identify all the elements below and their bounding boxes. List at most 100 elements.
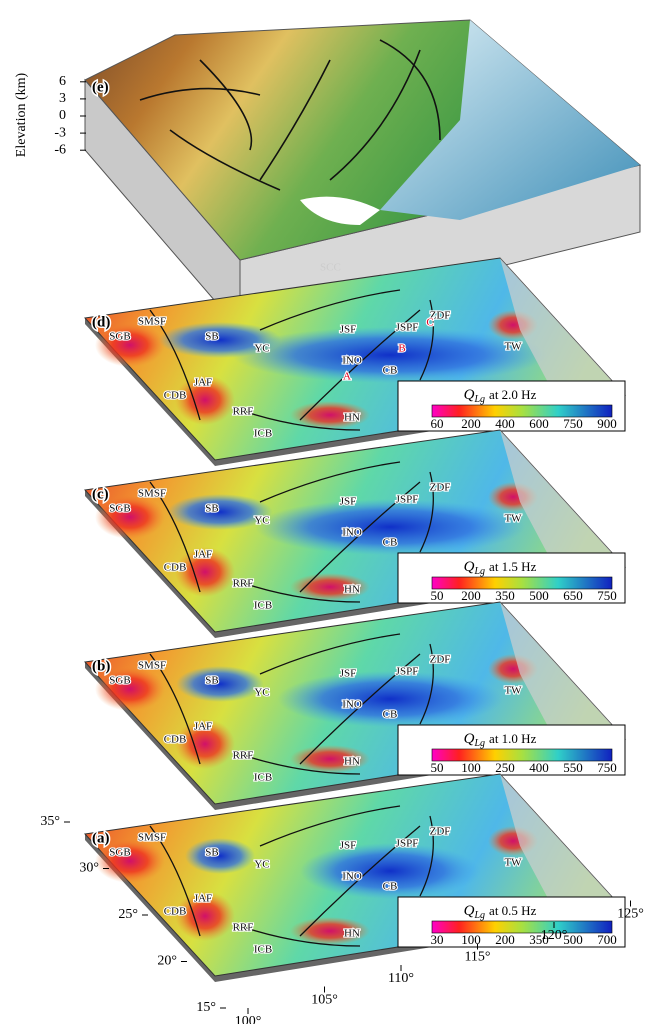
region-label: YC	[254, 687, 269, 699]
colorbar-tick-label: 350	[495, 588, 515, 603]
anomaly	[290, 401, 370, 429]
region-label: CB	[383, 709, 398, 721]
anomaly	[95, 839, 165, 883]
colorbar-tick-label: 400	[495, 416, 515, 431]
region-label: RRF	[233, 922, 254, 934]
colorbar-title: QLg at 1.5 Hz	[464, 559, 537, 577]
region-label: YC	[254, 343, 269, 355]
region-label: INO	[342, 355, 362, 367]
region-label: HN	[344, 756, 360, 768]
q-panel: (b)SGB SMSF SB YC JSF JSPF ZDF INO CB TW CDB JAF RRF…	[83, 601, 626, 810]
region-label: ZDF	[430, 654, 451, 666]
region-label: SMSF	[138, 488, 166, 500]
region-label: CB	[383, 881, 398, 893]
region-label: SB	[205, 503, 218, 515]
lon-tick-label: 125°	[617, 907, 644, 922]
sea	[380, 20, 640, 220]
region-label: CB	[383, 365, 398, 377]
region-label: SGB	[109, 503, 130, 515]
region-label: JSPF	[396, 322, 419, 334]
region-label: ZDF	[430, 826, 451, 838]
region-label: RRF	[233, 406, 254, 418]
region-label: HN	[344, 412, 360, 424]
region-label: INO	[342, 527, 362, 539]
region-label: SMSF	[138, 832, 166, 844]
colorbar-tick-label: 500	[563, 932, 583, 947]
region-label: ICB	[254, 600, 272, 612]
region-label: JSPF	[396, 494, 419, 506]
anomaly	[158, 322, 282, 358]
anomaly	[290, 745, 370, 773]
colorbar-tick-label: 750	[597, 588, 617, 603]
tick-label: 0	[59, 108, 66, 123]
region-label: CDB	[164, 390, 187, 402]
colorbar-tick-label: 60	[431, 416, 444, 431]
panel-label: (a)	[92, 830, 110, 846]
colorbar	[431, 404, 613, 418]
region-label: TW	[504, 857, 522, 869]
lat-tick-label: 20°	[157, 954, 177, 969]
land-relief	[500, 430, 625, 577]
region-label: JSPF	[396, 838, 419, 850]
anomaly	[277, 671, 503, 727]
panel-label: (b)	[92, 658, 110, 674]
colorbar-tick-label: 250	[495, 760, 515, 775]
colorbar-tick-label: 400	[529, 760, 549, 775]
region-label: ZDF	[430, 482, 451, 494]
anomaly	[290, 917, 370, 945]
colorbar-tick-label: 100	[461, 760, 481, 775]
marker-label: B	[398, 343, 405, 355]
colorbar-tick-label: 50	[431, 588, 444, 603]
panel-label: (c)	[92, 486, 109, 502]
lat-tick-label: 25°	[118, 907, 138, 922]
lon-tick-label: 120°	[541, 928, 568, 943]
region-label: TW	[504, 341, 522, 353]
anomaly	[185, 838, 255, 874]
region-label: SB	[205, 847, 218, 859]
lat-tick-label: 35°	[40, 814, 60, 829]
colorbar-tick-label: 600	[529, 416, 549, 431]
colorbar-tick-label: 350	[529, 932, 549, 947]
colorbar-title: QLg at 2.0 Hz	[464, 387, 537, 405]
colorbar-tick-label: 750	[597, 760, 617, 775]
faults	[139, 39, 441, 191]
lon-tick-label: 110°	[388, 971, 414, 986]
lat-tick-label: 15°	[196, 1000, 216, 1015]
region-label: CDB	[164, 562, 187, 574]
q-title: at 1.0 Hz	[489, 731, 537, 746]
q-title: at 0.5 Hz	[489, 903, 537, 918]
region-label: INO	[342, 699, 362, 711]
lon-tick-label: 115°	[464, 950, 490, 965]
land-relief	[500, 602, 625, 749]
anomaly	[95, 667, 165, 711]
q-symbol: Q	[464, 559, 475, 575]
colorbar	[431, 920, 613, 934]
colorbar-tick-label: 500	[529, 588, 549, 603]
region-label: JSF	[340, 324, 357, 336]
tick-label: -6	[54, 142, 66, 157]
colorbar-title: QLg at 1.0 Hz	[464, 731, 537, 749]
colorbar-title: QLg at 0.5 Hz	[464, 903, 537, 921]
anomaly	[255, 499, 525, 555]
lat-tick-label: 30°	[79, 861, 99, 876]
colorbar-tick-label: 100	[461, 932, 481, 947]
region-label: JAF	[194, 377, 212, 389]
region-label: JSF	[340, 496, 357, 508]
colorbar-tick-label: 50	[431, 760, 444, 775]
region-label: CDB	[164, 734, 187, 746]
colorbar-tick-label: 900	[597, 416, 617, 431]
q-title: at 1.5 Hz	[489, 559, 537, 574]
region-label: TW	[504, 513, 522, 525]
colorbar-tick-label: 30	[431, 932, 444, 947]
tick-label: 6	[59, 74, 66, 89]
region-label: SGB	[109, 331, 130, 343]
land-relief	[500, 258, 625, 405]
faults	[149, 805, 434, 947]
colorbar-tick-label: 550	[563, 760, 583, 775]
region-label: RRF	[233, 750, 254, 762]
region-label: ZDF	[430, 310, 451, 322]
anomaly	[167, 494, 273, 530]
region-label: SB	[205, 331, 218, 343]
land-relief	[500, 774, 625, 921]
